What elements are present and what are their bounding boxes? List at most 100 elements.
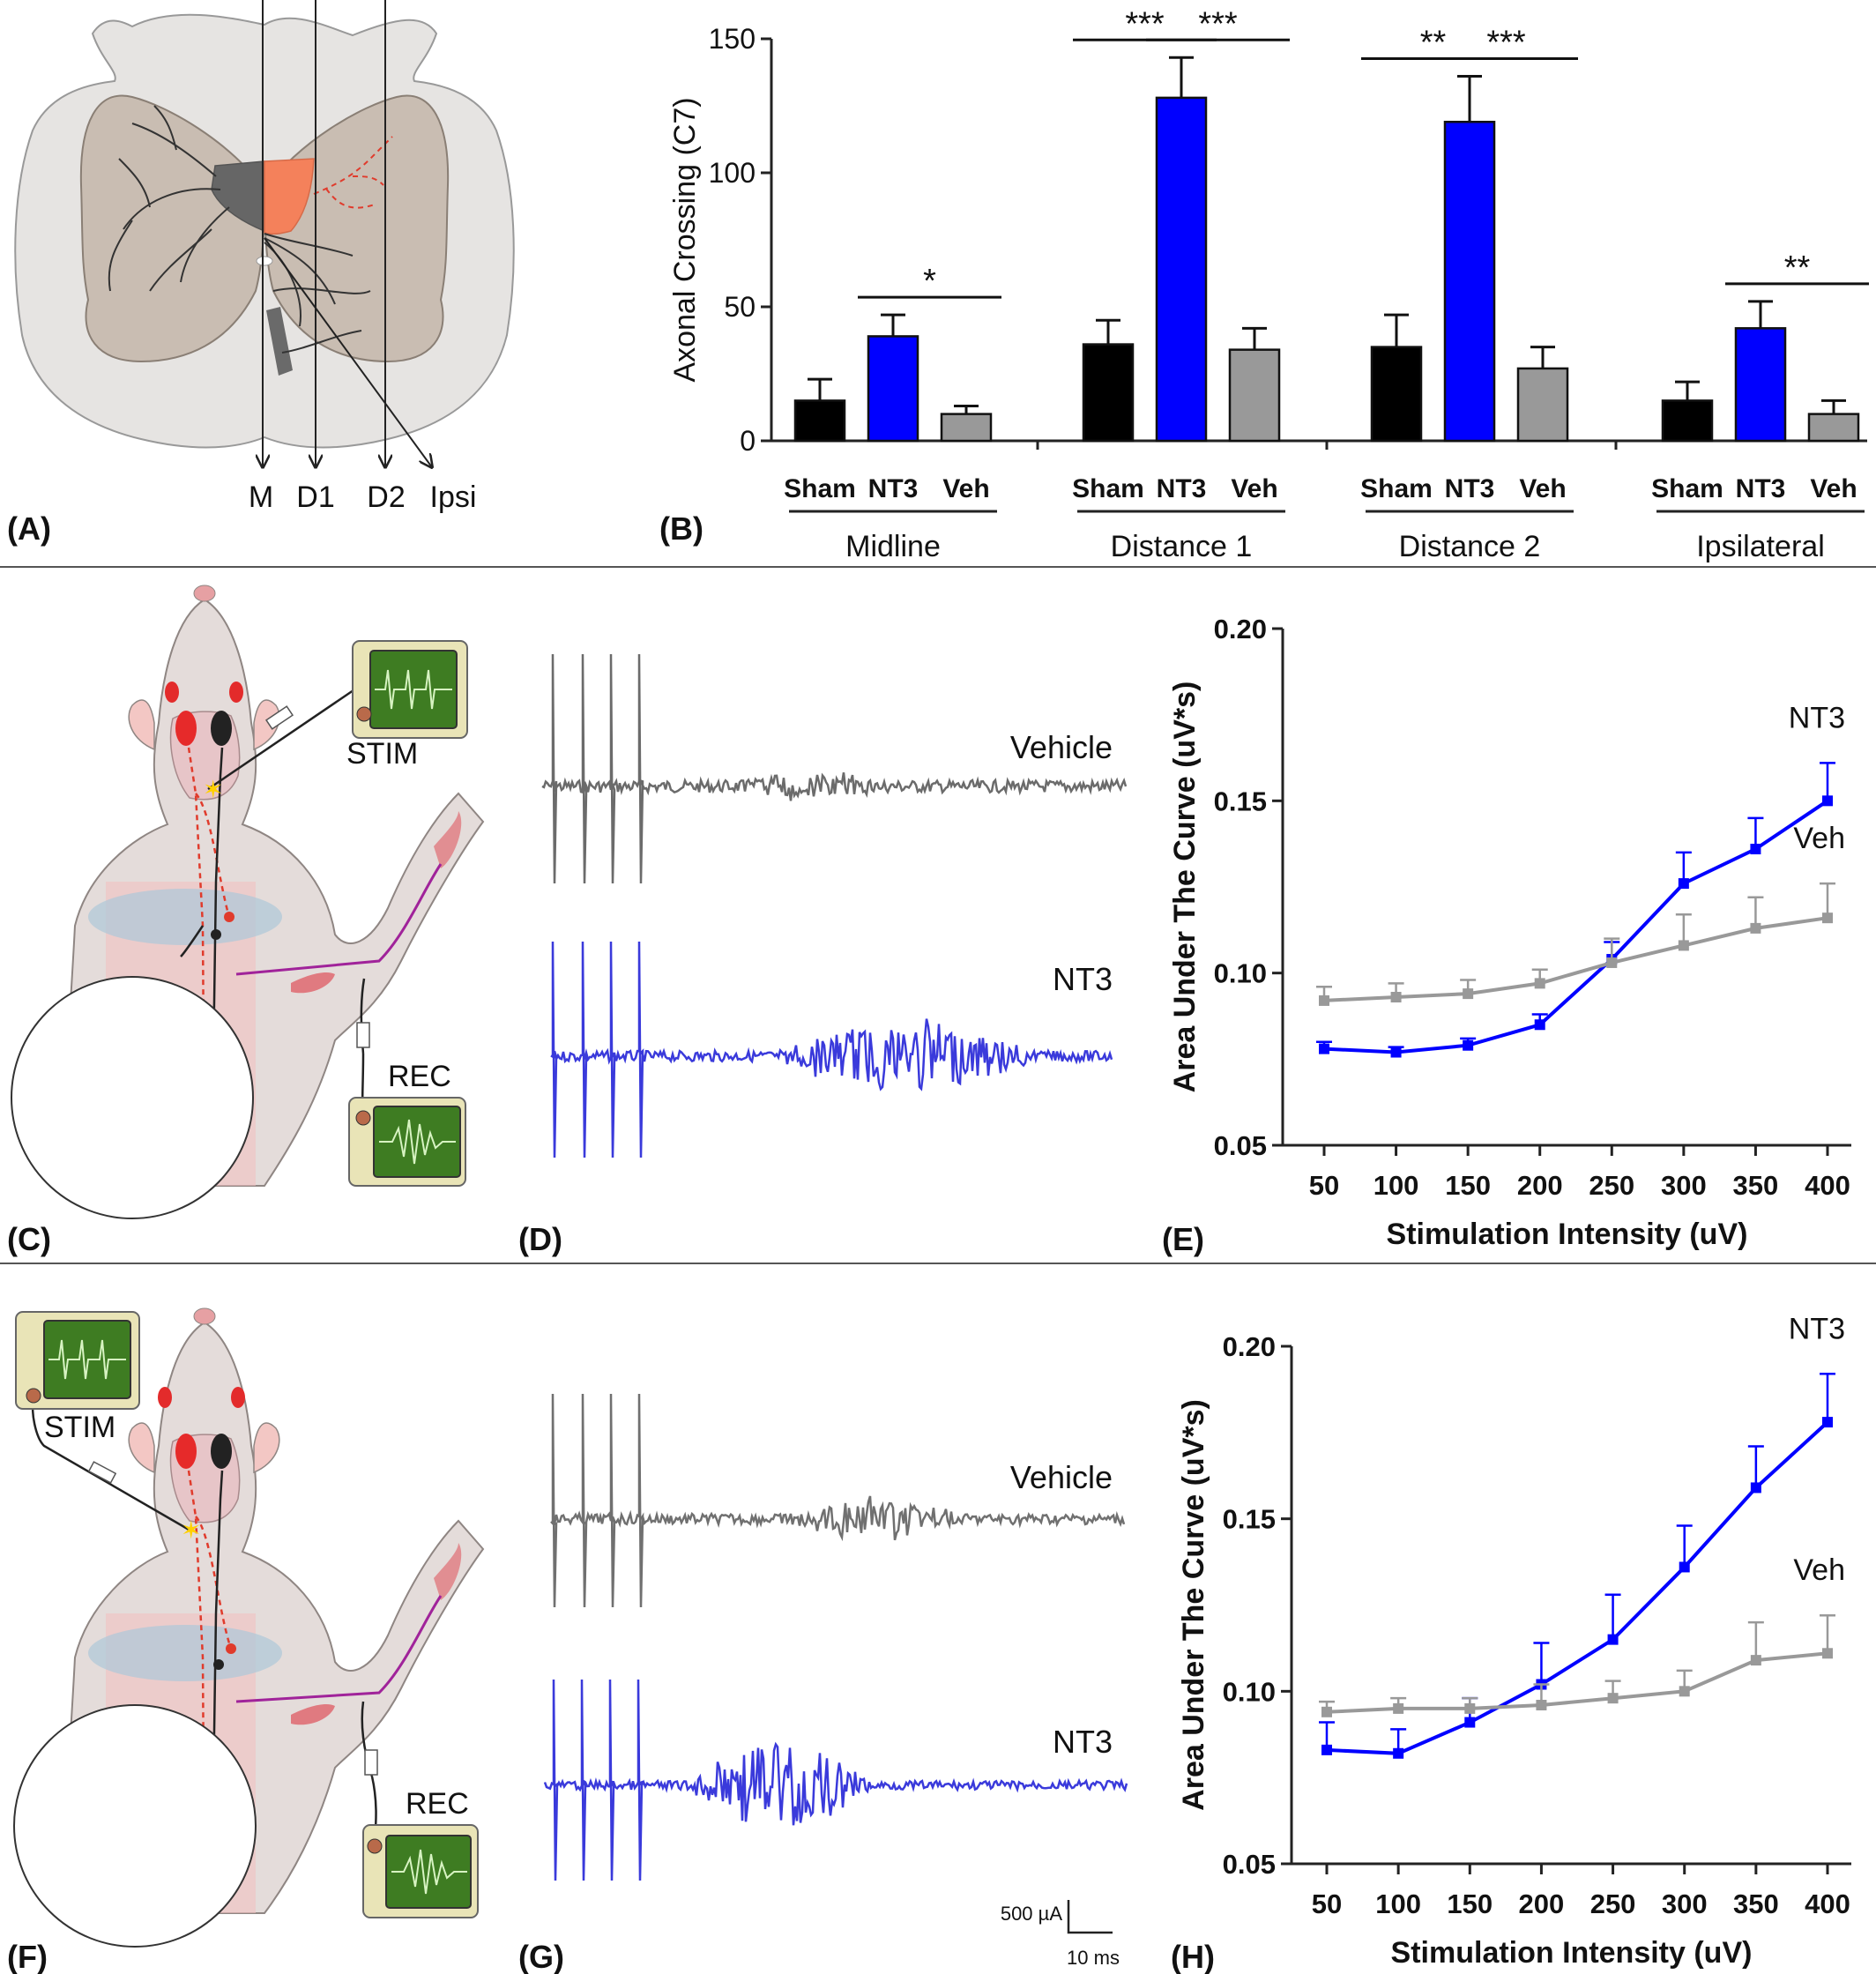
panel-label-b: (B) bbox=[659, 510, 704, 547]
x-tick-label: 50 bbox=[1312, 1888, 1342, 1919]
panel-label-c: (C) bbox=[7, 1221, 51, 1257]
data-point bbox=[1750, 1655, 1761, 1666]
data-point bbox=[1678, 940, 1689, 951]
panel-label-a: (A) bbox=[7, 510, 51, 547]
x-tick-label: 100 bbox=[1374, 1170, 1419, 1201]
category-label: NT3 bbox=[1157, 474, 1207, 503]
data-point bbox=[1750, 1482, 1761, 1494]
stim-label-c: STIM bbox=[346, 737, 418, 771]
rec-label-f: REC bbox=[406, 1787, 469, 1821]
rec-label-c: REC bbox=[388, 1060, 451, 1093]
data-point bbox=[1393, 1747, 1404, 1759]
data-point bbox=[1393, 1702, 1404, 1714]
bar bbox=[1228, 348, 1281, 443]
trace-nt3-g bbox=[543, 1679, 1128, 1881]
y-axis-label: Axonal Crossing (C7) bbox=[668, 97, 702, 382]
scale-bar-time: 10 ms bbox=[1067, 1947, 1120, 1969]
data-point bbox=[1750, 844, 1761, 855]
group-label: Distance 1 bbox=[1111, 530, 1253, 563]
rat-schematic-c: ✶ bbox=[11, 585, 485, 1219]
data-point bbox=[1822, 1417, 1833, 1428]
trace-nt3-d bbox=[550, 941, 1113, 1158]
x-tick-label: 400 bbox=[1805, 1170, 1850, 1201]
x-tick-label: 50 bbox=[1309, 1170, 1339, 1201]
group-label: Ipsilateral bbox=[1696, 530, 1825, 563]
y-tick-label: 0.20 bbox=[1223, 1331, 1276, 1362]
bar bbox=[1516, 367, 1569, 443]
series-line bbox=[1323, 916, 1828, 1002]
panel-label-g: (G) bbox=[518, 1939, 564, 1974]
line-label-d2: D2 bbox=[367, 480, 405, 514]
x-tick-label: 150 bbox=[1447, 1888, 1493, 1919]
bar bbox=[867, 335, 919, 443]
x-tick-label: 350 bbox=[1733, 1170, 1779, 1201]
group-label: Distance 2 bbox=[1399, 530, 1541, 563]
line-chart-h: 0.05 0.10 0.15 0.20 50 100 150 200 250 300 350 400 S… bbox=[1177, 1312, 1851, 1970]
data-point bbox=[1464, 1702, 1476, 1714]
group-label: Midline bbox=[845, 530, 941, 563]
line-chart-e: 0.05 0.10 0.15 0.20 50 100 150 200 250 300 350 400 S… bbox=[1168, 614, 1851, 1251]
significance-label: * bbox=[923, 263, 936, 300]
stim-label-f: STIM bbox=[44, 1411, 115, 1444]
data-point bbox=[1319, 994, 1329, 1006]
data-point bbox=[1534, 1019, 1545, 1031]
x-tick-label: 250 bbox=[1590, 1888, 1636, 1919]
significance-label: ** bbox=[1420, 25, 1447, 62]
x-tick-label: 200 bbox=[1517, 1170, 1563, 1201]
category-label: Veh bbox=[1231, 474, 1277, 503]
y-tick-label: 0.05 bbox=[1214, 1130, 1267, 1161]
data-point bbox=[1679, 1561, 1690, 1573]
line-label-d1: D1 bbox=[296, 480, 334, 514]
trace-label-nt3-d: NT3 bbox=[1053, 961, 1113, 997]
rat-schematic-f: ✶ bbox=[13, 1307, 485, 1948]
data-point bbox=[1822, 1648, 1833, 1659]
category-label: Sham bbox=[1072, 474, 1144, 503]
data-point bbox=[1321, 1744, 1332, 1755]
significance-label: *** bbox=[1486, 25, 1526, 62]
y-tick-label: 0.10 bbox=[1223, 1676, 1276, 1707]
svg-text:✶: ✶ bbox=[203, 775, 223, 804]
y-tick-label: 0.20 bbox=[1214, 614, 1267, 644]
data-point bbox=[1390, 992, 1402, 1003]
data-point bbox=[1679, 1686, 1690, 1697]
data-point bbox=[1750, 922, 1761, 934]
line-label-ipsi: Ipsi bbox=[430, 480, 477, 514]
trace-label-vehicle-g: Vehicle bbox=[1010, 1459, 1113, 1495]
category-label: Veh bbox=[1810, 474, 1857, 503]
y-tick-label: 100 bbox=[709, 157, 756, 189]
line-label-m: M bbox=[249, 480, 273, 514]
bar bbox=[940, 413, 993, 443]
x-axis-label: Stimulation Intensity (uV) bbox=[1391, 1936, 1753, 1970]
bar bbox=[1370, 346, 1423, 443]
data-point bbox=[1678, 878, 1689, 890]
x-tick-label: 400 bbox=[1805, 1888, 1850, 1919]
series-label: NT3 bbox=[1789, 1312, 1845, 1345]
category-label: Sham bbox=[784, 474, 856, 503]
y-tick-label: 0.10 bbox=[1214, 958, 1267, 989]
panel-label-e: (E) bbox=[1162, 1221, 1204, 1257]
category-label: Veh bbox=[942, 474, 989, 503]
x-tick-label: 200 bbox=[1519, 1888, 1565, 1919]
bar bbox=[1082, 343, 1135, 443]
bar bbox=[1734, 327, 1787, 443]
data-point bbox=[1607, 1634, 1619, 1645]
x-tick-label: 150 bbox=[1445, 1170, 1491, 1201]
x-tick-label: 250 bbox=[1589, 1170, 1634, 1201]
trace-vehicle-g bbox=[550, 1393, 1126, 1608]
data-point bbox=[1822, 913, 1833, 924]
data-point bbox=[1464, 1717, 1476, 1728]
data-point bbox=[1463, 988, 1474, 1000]
y-tick-label: 150 bbox=[709, 23, 756, 55]
series-line bbox=[1323, 799, 1829, 1054]
data-point bbox=[1319, 1043, 1329, 1054]
series-label: Veh bbox=[1793, 1553, 1845, 1587]
bar bbox=[1807, 413, 1860, 443]
category-label: NT3 bbox=[1445, 474, 1495, 503]
emg-traces bbox=[541, 653, 1128, 1881]
data-point bbox=[1822, 795, 1833, 807]
significance-label: ** bbox=[1784, 250, 1811, 287]
data-point bbox=[1536, 1699, 1547, 1710]
panel-a-diagram bbox=[14, 0, 515, 467]
